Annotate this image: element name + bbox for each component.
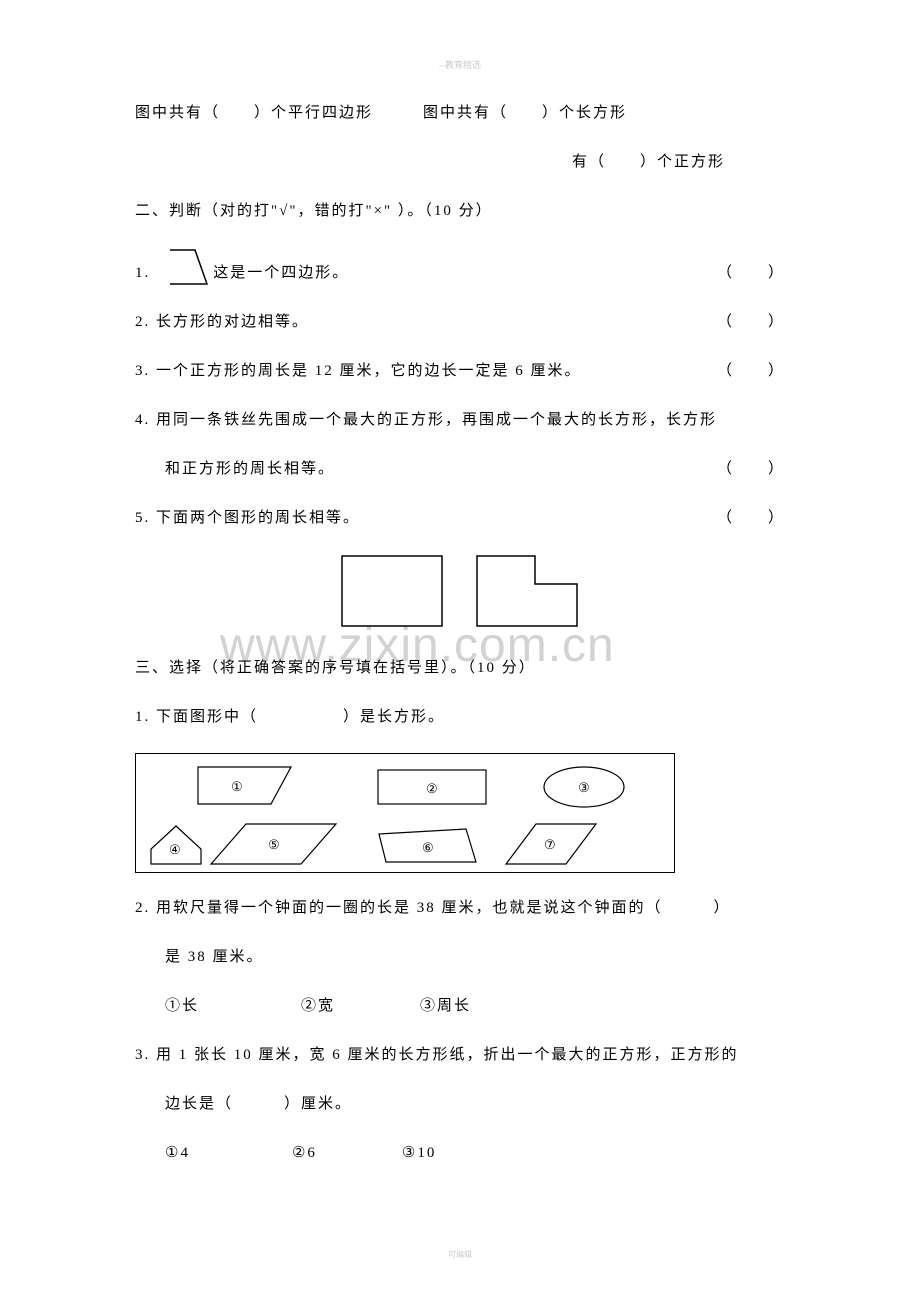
q2-5: 5. 下面两个图形的周长相等。	[135, 505, 360, 532]
q3-3a: 3. 用 1 张长 10 厘米，宽 6 厘米的长方形纸，折出一个最大的正方形，正…	[135, 1042, 785, 1069]
q2-1-row: 1. 这是一个四边形。 （ ）	[135, 247, 785, 287]
q2-3-row: 3. 一个正方形的周长是 12 厘米，它的边长一定是 6 厘米。 （ ）	[135, 358, 785, 385]
square-count-row: 有（ ）个正方形	[135, 149, 785, 176]
header-watermark: --教育精选	[439, 58, 481, 71]
q2-4a: 4. 用同一条铁丝先围成一个最大的正方形，再围成一个最大的长方形，长方形	[135, 407, 785, 434]
q2-3-paren: （ ）	[717, 358, 785, 385]
label-2: ②	[426, 781, 438, 796]
shapes-selection-box: ① ② ③ ④ ⑤ ⑥ ⑦	[135, 753, 675, 873]
q3-1: 1. 下面图形中（ ）是长方形。	[135, 704, 785, 731]
parallelogram-count-text: 图中共有（ ）个平行四边形	[135, 100, 373, 127]
q2-2: 2. 长方形的对边相等。	[135, 309, 309, 336]
q2-4b: 和正方形的周长相等。	[165, 456, 335, 483]
rectangle-count-text: 图中共有（ ）个长方形	[423, 100, 627, 127]
l-shape-icon	[475, 554, 580, 629]
section3-title: 三、选择（将正确答案的序号填在括号里）。（10 分）	[135, 655, 785, 682]
q2-1-paren: （ ）	[717, 260, 785, 287]
q2-3: 3. 一个正方形的周长是 12 厘米，它的边长一定是 6 厘米。	[135, 358, 582, 385]
footer-watermark: 可编辑	[448, 1249, 472, 1260]
top-row: 图中共有（ ）个平行四边形 图中共有（ ）个长方形	[135, 100, 785, 127]
perimeter-shapes	[135, 554, 785, 629]
q2-5-paren: （ ）	[717, 505, 785, 532]
trapezoid-icon	[167, 247, 209, 287]
q3-2a: 2. 用软尺量得一个钟面的一圈的长是 38 厘米，也就是说这个钟面的（ ）	[135, 895, 785, 922]
square-count-text: 有（ ）个正方形	[572, 154, 725, 170]
shapes-svg: ① ② ③ ④ ⑤ ⑥ ⑦	[136, 754, 676, 874]
q2-5-row: 5. 下面两个图形的周长相等。 （ ）	[135, 505, 785, 532]
label-3: ③	[578, 780, 590, 795]
q3-3opts: ①4 ②6 ③10	[165, 1140, 785, 1167]
label-4: ④	[169, 842, 181, 857]
q3-3b: 边长是（ ）厘米。	[165, 1091, 785, 1118]
section2-title: 二、判断（对的打"√"，错的打"×" ）。（10 分）	[135, 198, 785, 225]
q2-2-row: 2. 长方形的对边相等。 （ ）	[135, 309, 785, 336]
q3-2b: 是 38 厘米。	[165, 944, 785, 971]
q2-1-num: 1.	[135, 260, 167, 287]
label-6: ⑥	[422, 840, 434, 855]
label-5: ⑤	[268, 837, 280, 852]
q2-4b-row: 和正方形的周长相等。 （ ）	[165, 456, 785, 483]
q2-2-paren: （ ）	[717, 309, 785, 336]
document-content: 图中共有（ ）个平行四边形 图中共有（ ）个长方形 有（ ）个正方形 二、判断（…	[135, 100, 785, 1189]
q3-2opts: ①长 ②宽 ③周长	[165, 993, 785, 1020]
label-1: ①	[231, 779, 243, 794]
label-7: ⑦	[544, 837, 556, 852]
rect-shape-icon	[340, 554, 445, 629]
q2-1-text: 这是一个四边形。	[213, 260, 349, 287]
q2-4-paren: （ ）	[717, 456, 785, 483]
